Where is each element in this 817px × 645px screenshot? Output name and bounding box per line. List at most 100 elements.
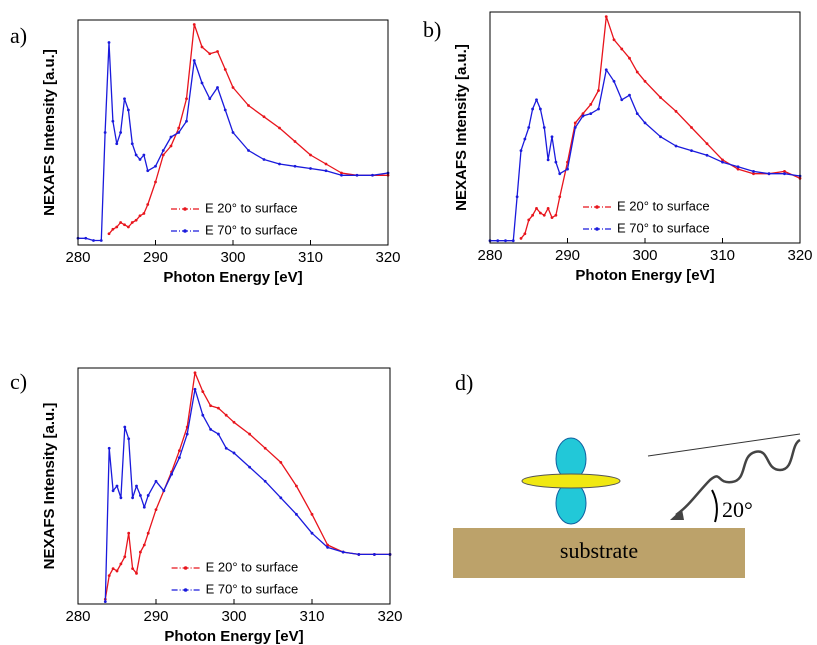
x-tick-label: 320: [787, 247, 812, 264]
data-point: [293, 164, 297, 168]
data-point: [542, 126, 546, 129]
data-point: [154, 508, 158, 511]
data-point: [550, 135, 554, 139]
data-point: [295, 484, 298, 488]
data-point: [515, 195, 519, 199]
panel-label: c): [10, 369, 27, 394]
data-point: [154, 479, 158, 483]
data-point: [326, 543, 329, 547]
data-point: [263, 446, 267, 450]
data-point: [535, 98, 538, 102]
data-point: [107, 574, 111, 578]
data-point: [373, 553, 376, 556]
data-point: [659, 135, 662, 139]
x-axis-label: Photon Energy [eV]: [164, 628, 303, 645]
data-point: [597, 107, 600, 111]
data-point: [295, 512, 298, 516]
data-point: [223, 108, 227, 112]
data-point: [84, 236, 88, 240]
data-point: [324, 162, 328, 166]
data-point: [208, 97, 212, 101]
data-point: [309, 153, 312, 157]
data-point: [178, 456, 181, 460]
x-tick-label: 280: [65, 608, 90, 625]
data-point: [142, 153, 146, 157]
x-axis-label: Photon Energy [eV]: [575, 267, 714, 284]
data-point: [581, 112, 585, 116]
data-point: [193, 371, 197, 375]
data-point: [620, 98, 624, 102]
data-point: [231, 86, 235, 89]
chart-panel: E 20° to surface E 70° to surface 280 290 30…: [423, 11, 813, 284]
data-point: [659, 96, 662, 99]
data-point: [340, 173, 343, 177]
data-point: [223, 68, 227, 71]
data-point: [643, 79, 647, 83]
data-point: [371, 173, 374, 177]
data-point: [690, 149, 693, 153]
panel-label: b): [423, 17, 441, 42]
data-point: [119, 221, 123, 224]
data-point: [217, 432, 220, 436]
data-point: [123, 555, 127, 559]
data-point: [131, 567, 135, 570]
data-point: [135, 484, 138, 488]
data-point: [139, 550, 142, 554]
data-point: [341, 550, 345, 554]
data-point: [138, 214, 142, 218]
data-point: [115, 225, 119, 229]
data-point: [142, 543, 146, 547]
data-point: [326, 545, 329, 549]
data-point: [309, 167, 312, 170]
data-point: [209, 427, 213, 431]
data-point: [523, 137, 527, 141]
data-point: [161, 149, 165, 152]
data-point: [192, 59, 196, 62]
data-point: [527, 218, 531, 222]
data-point: [752, 172, 755, 176]
data-point: [581, 114, 585, 118]
data-point: [519, 236, 523, 240]
data-point: [209, 404, 213, 408]
data-point: [193, 387, 197, 391]
data-point: [111, 227, 115, 231]
data-point: [519, 149, 523, 153]
chart-panel: E 20° to surface E 70° to surface 280 290 30…: [10, 19, 401, 286]
data-point: [721, 160, 724, 164]
arrow-head: [670, 509, 684, 520]
data-point: [111, 119, 115, 123]
data-point: [146, 203, 150, 206]
data-point: [531, 107, 535, 111]
data-point: [127, 531, 131, 535]
data-point: [550, 216, 554, 219]
legend-swatch-dot: [183, 207, 187, 211]
x-tick-label: 320: [377, 608, 402, 625]
data-point: [248, 465, 252, 469]
y-axis-label: NEXAFS Intensity [a.u.]: [453, 44, 470, 211]
legend-label: E 70° to surface: [617, 220, 710, 235]
data-point: [752, 169, 755, 173]
data-point: [138, 158, 142, 161]
data-point: [736, 167, 740, 171]
data-point: [224, 446, 228, 450]
data-point: [262, 115, 266, 119]
data-point: [554, 213, 558, 217]
data-point: [705, 153, 709, 157]
x-tick-label: 280: [65, 249, 90, 266]
data-point: [523, 232, 527, 236]
data-point: [185, 119, 188, 123]
data-point: [134, 153, 138, 157]
y-axis-label: NEXAFS Intensity [a.u.]: [41, 403, 58, 570]
legend-swatch-dot: [183, 229, 187, 233]
data-point: [674, 109, 678, 113]
data-point: [278, 126, 281, 130]
x-tick-label: 310: [710, 247, 735, 264]
data-point: [612, 79, 616, 83]
data-point: [115, 142, 119, 146]
legend-label: E 20° to surface: [617, 198, 710, 213]
x-tick-label: 300: [632, 247, 657, 264]
data-point: [216, 86, 219, 89]
data-point: [232, 420, 236, 424]
data-point: [146, 169, 150, 173]
data-point: [612, 38, 616, 42]
